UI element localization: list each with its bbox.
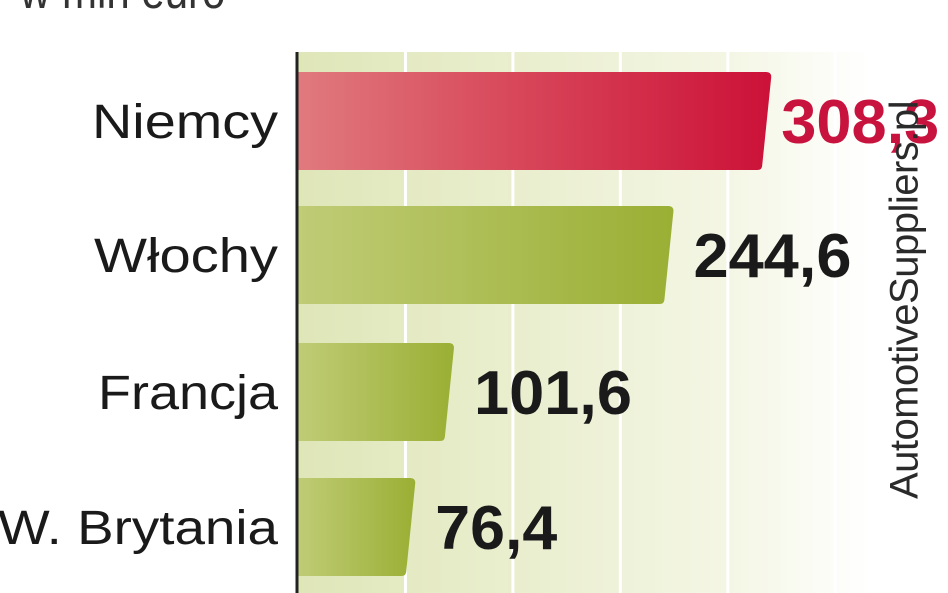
- bar-3: [298, 478, 416, 576]
- bar-0: [298, 72, 772, 170]
- value-label-1: 244,6: [693, 222, 851, 291]
- value-label-3: 76,4: [435, 494, 558, 563]
- category-label-3: W. Brytania: [0, 502, 278, 555]
- value-label-0: 308,3: [781, 88, 939, 157]
- source-text: AutomotiveSuppliers.pl: [882, 100, 927, 500]
- unit-subtitle: w mln euro: [20, 0, 225, 20]
- category-label-1: Włochy: [94, 230, 278, 283]
- category-label-0: Niemcy: [92, 96, 278, 149]
- value-label-2: 101,6: [474, 359, 632, 428]
- bar-1: [298, 206, 674, 304]
- bar-2: [298, 343, 454, 441]
- category-label-2: Francja: [98, 367, 278, 420]
